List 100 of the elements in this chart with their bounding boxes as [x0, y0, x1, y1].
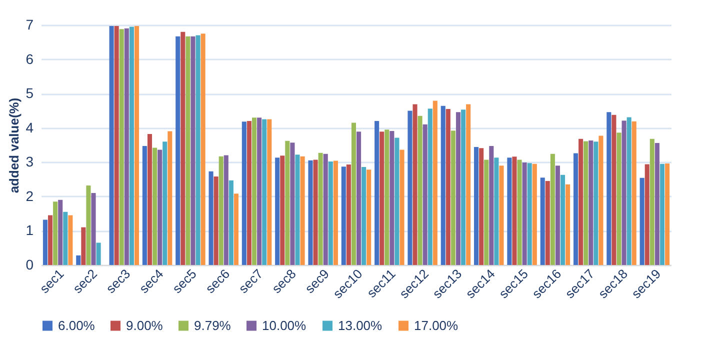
bar [313, 160, 318, 265]
bar [81, 227, 86, 265]
bar [440, 106, 446, 265]
bar [598, 136, 604, 265]
bar [616, 132, 622, 265]
bar [290, 142, 295, 265]
bar [190, 36, 196, 265]
bar [196, 35, 200, 265]
bar [124, 28, 129, 265]
bar [390, 130, 394, 265]
bar [573, 153, 578, 265]
bar [142, 146, 147, 265]
bar [214, 176, 218, 265]
y-axis-title: added value(%) [6, 98, 22, 194]
bar [512, 156, 517, 265]
bar [218, 156, 224, 265]
legend-label: 10.00% [262, 318, 307, 333]
bar [129, 26, 134, 265]
bar [76, 255, 81, 265]
bar [532, 164, 537, 265]
bar [588, 140, 594, 265]
bar [346, 164, 351, 265]
y-tick-label: 2 [26, 188, 34, 204]
bar [262, 119, 267, 265]
bar [665, 164, 670, 265]
bar [91, 193, 96, 265]
bar [280, 156, 285, 265]
bar [545, 181, 550, 265]
bar [176, 36, 180, 265]
y-tick-label: 4 [26, 119, 34, 136]
bar [527, 163, 532, 265]
bar [479, 148, 484, 265]
y-tick-label: 5 [26, 85, 34, 102]
bar [356, 132, 362, 265]
bar [654, 142, 660, 265]
bar [333, 160, 338, 265]
bar [578, 138, 584, 265]
bar [606, 112, 612, 265]
bar [626, 117, 632, 265]
bar [660, 164, 665, 265]
bar [285, 140, 290, 265]
legend-label: 6.00% [58, 318, 96, 333]
bar [351, 122, 356, 265]
legend-label: 17.00% [414, 318, 459, 333]
bar [180, 32, 186, 265]
bar [474, 147, 479, 265]
y-tick-label: 1 [26, 222, 34, 238]
bar [147, 134, 152, 265]
bar [362, 166, 366, 265]
bar [275, 158, 280, 265]
bar [300, 156, 305, 265]
bar [644, 164, 650, 265]
bar [446, 109, 450, 265]
bar [152, 148, 158, 265]
bar [267, 119, 272, 265]
bar [494, 158, 499, 265]
bar [119, 29, 124, 265]
bar [228, 180, 234, 265]
bar [450, 130, 456, 265]
bar [114, 26, 119, 265]
bar [168, 131, 172, 265]
bar [412, 104, 418, 265]
bar [612, 114, 616, 265]
bar [507, 158, 512, 265]
bar [53, 202, 58, 265]
bar [234, 194, 238, 265]
bar [422, 124, 428, 265]
legend-label: 13.00% [338, 318, 383, 333]
bar [86, 185, 91, 265]
bar [408, 110, 412, 265]
bar [640, 178, 644, 265]
bar [224, 155, 228, 265]
bar [341, 166, 346, 265]
legend-label: 9.79% [194, 318, 232, 333]
bar [466, 104, 471, 265]
y-tick-label: 3 [26, 154, 34, 170]
bar [366, 170, 372, 265]
bar [384, 130, 390, 265]
bar [308, 160, 313, 265]
bar [584, 141, 588, 265]
bar [96, 242, 101, 265]
bar [594, 142, 598, 265]
bar [650, 138, 654, 265]
bar [380, 132, 384, 265]
bar [48, 215, 53, 265]
y-tick-label: 0 [26, 256, 34, 272]
bar [134, 26, 140, 265]
bar [109, 26, 114, 265]
bar [295, 154, 300, 265]
bar [158, 150, 162, 265]
y-tick-label: 7 [26, 16, 34, 32]
bar [540, 178, 545, 265]
bar [246, 121, 252, 265]
bar [622, 120, 626, 265]
bar [63, 212, 68, 265]
bar [394, 138, 400, 265]
bar [162, 142, 168, 265]
bar [68, 215, 73, 265]
bar [323, 154, 328, 265]
bar [489, 146, 494, 265]
